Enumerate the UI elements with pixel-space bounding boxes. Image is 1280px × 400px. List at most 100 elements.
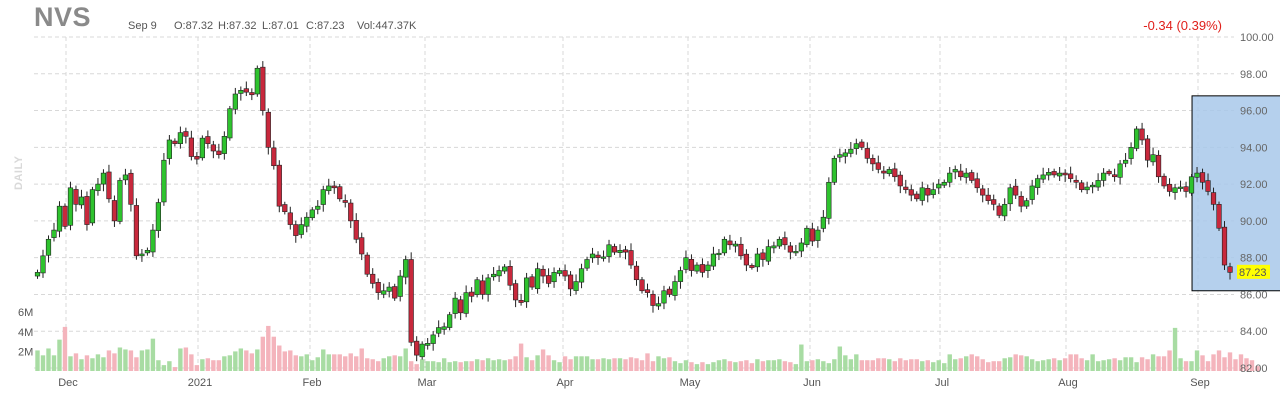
candle-body <box>1183 186 1189 192</box>
volume-bar <box>1079 358 1084 371</box>
volume-bar <box>293 355 298 371</box>
candle-body <box>480 280 486 295</box>
candle-body <box>980 188 986 196</box>
volume-tick-label: 4M <box>18 327 33 339</box>
candle-body <box>727 240 733 246</box>
volume-bar <box>277 345 282 371</box>
last-price-tag-box <box>1237 264 1270 279</box>
ohlc-close: C:87.23 <box>306 20 345 32</box>
candle-body <box>199 137 205 159</box>
volume-bar <box>639 360 645 371</box>
volume-bar <box>310 360 315 371</box>
candle-body <box>342 200 348 203</box>
candle-body <box>1139 128 1145 141</box>
candle-body <box>804 227 810 245</box>
volume-bar <box>1205 361 1211 371</box>
volume-bar <box>535 355 540 371</box>
candle-body <box>1062 172 1068 176</box>
volume-bar <box>733 362 738 371</box>
candle-body <box>1122 159 1129 164</box>
highlight-range-box[interactable] <box>1191 95 1280 292</box>
volume-bar <box>95 354 101 371</box>
candle-body <box>227 108 233 139</box>
candle-body <box>1216 204 1222 229</box>
volume-bar <box>299 356 304 371</box>
volume-bar <box>200 359 205 371</box>
candle-body <box>1040 174 1046 180</box>
volume-bar <box>694 364 700 371</box>
volume-bar <box>266 325 271 371</box>
volume-bar <box>315 357 320 371</box>
volume-bar <box>975 356 980 371</box>
candle-body <box>1161 175 1167 187</box>
volume-bar <box>496 359 502 371</box>
volume-bar <box>46 348 51 371</box>
candle-body <box>496 270 502 277</box>
date-tick-label: Jul <box>935 377 949 389</box>
volume-bar <box>40 355 46 371</box>
volume-bar <box>716 360 722 371</box>
candle-body <box>870 158 876 165</box>
candle-body <box>936 183 942 189</box>
candle-body <box>771 245 777 249</box>
volume-bar <box>1161 356 1167 371</box>
volume-bar <box>183 347 189 371</box>
volume-bar <box>359 348 364 371</box>
volume-bar <box>579 356 584 371</box>
volume-bar <box>909 359 914 371</box>
volume-bar <box>1007 357 1013 371</box>
candle-body <box>1194 172 1200 178</box>
candle-body <box>688 259 695 271</box>
volume-bar <box>562 356 568 371</box>
volume-bar <box>1194 350 1200 371</box>
candle-body <box>139 253 145 257</box>
candle-body <box>881 170 887 174</box>
candle-body <box>683 257 689 270</box>
volume-bar <box>397 356 403 371</box>
volume-bar <box>832 359 837 371</box>
candle-body <box>485 277 491 295</box>
candle-body <box>161 159 167 203</box>
candle-body <box>95 183 101 192</box>
candle-body <box>414 340 420 356</box>
candle-body <box>958 170 964 178</box>
volume-bar <box>84 355 90 371</box>
volume-bar <box>139 350 145 371</box>
ohlc-date: Sep 9 <box>128 20 157 32</box>
volume-bar <box>529 360 535 371</box>
candle-body <box>628 250 634 266</box>
volume-bar <box>447 362 452 371</box>
candle-body <box>392 286 398 299</box>
volume-bars <box>35 325 1260 371</box>
candle-body <box>150 229 156 253</box>
candle-body <box>1221 226 1228 266</box>
volume-bar <box>502 360 507 371</box>
ohlc-open: O:87.32 <box>174 20 214 32</box>
candle-body <box>776 238 782 247</box>
candle-body <box>551 272 557 283</box>
volume-bar <box>51 355 57 371</box>
candle-body <box>502 266 508 272</box>
candle-body <box>837 154 843 158</box>
candle-body <box>1155 154 1162 178</box>
candle-body <box>1188 176 1195 194</box>
candle-body <box>458 299 464 314</box>
volume-bar <box>705 364 711 371</box>
volume-bar <box>1255 366 1260 371</box>
candle-body <box>370 273 376 284</box>
volume-bar <box>953 359 958 371</box>
candle-body <box>760 252 766 260</box>
volume-bar <box>35 350 40 371</box>
volume-bar <box>793 364 799 371</box>
volume-bar <box>821 361 826 371</box>
volume-bar <box>1216 350 1222 371</box>
candle-body <box>386 286 392 292</box>
price-tick-label: 92.00 <box>1240 179 1268 191</box>
candle-body <box>243 88 249 93</box>
volume-bar <box>1189 361 1194 371</box>
volume-bar <box>1183 361 1189 371</box>
volume-bar <box>430 361 436 371</box>
volume-bar <box>799 344 804 371</box>
candle-body <box>265 111 271 148</box>
